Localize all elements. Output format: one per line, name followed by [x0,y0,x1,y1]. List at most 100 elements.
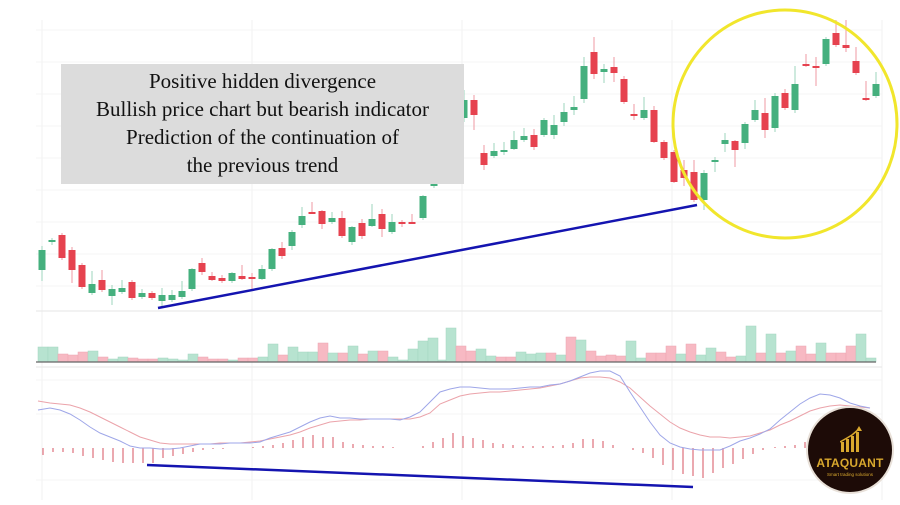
volume-bar [705,347,717,363]
candle [248,273,256,289]
annotation-box: Positive hidden divergence Bullish price… [61,64,464,184]
volume-bar [515,351,527,363]
volume-bar [327,352,339,363]
volume-bar [337,352,349,363]
candle [338,211,346,238]
candle [872,72,880,98]
volume-bar [67,354,79,363]
volume-bar [775,352,787,363]
volume-bar [357,353,369,363]
volume-bar [805,353,817,363]
candle [761,98,769,138]
volume-bar [615,355,627,363]
candle [580,57,588,103]
candle [398,220,406,227]
volume-bar [317,342,329,363]
candle [791,66,799,113]
indicator-trendline [146,463,694,489]
volume-bar [565,336,577,363]
volume-bar [725,356,737,363]
volume-pane [36,325,877,363]
candle [822,37,830,66]
candle [610,57,618,82]
volume-bar [505,356,517,363]
volume-bar [427,337,439,363]
volume-bar [625,340,637,363]
candle [378,209,386,237]
candle [408,214,416,224]
candle [318,210,326,229]
candle [38,246,46,281]
candle [812,57,820,86]
volume-bar [367,350,379,363]
annotation-line-4: the previous trend [186,153,339,177]
candle [771,93,779,132]
volume-bar [575,339,587,363]
candle [832,20,840,47]
candle [540,118,548,137]
volume-bar [825,352,837,363]
volume-bar [387,356,399,363]
candle [500,142,508,155]
volume-bar [117,356,129,363]
volume-bar [475,348,487,363]
candle [368,204,376,227]
logo-name: ATAQUANT [816,456,884,470]
macd-line [37,370,871,451]
candle [690,160,698,202]
candle [802,54,810,67]
candle [842,20,850,52]
volume-bar [715,351,727,363]
candle [128,280,136,300]
volume-bar [685,343,697,363]
volume-bar [845,345,857,363]
volume-bar [377,350,389,363]
candle [570,96,578,115]
volume-bar [535,352,547,363]
overlays [146,8,899,489]
volume-bar [57,353,69,363]
candle [198,258,206,275]
volume-bar [755,352,767,363]
ataquant-logo: ATAQUANT Smart trading solutions [806,406,894,494]
logo-tagline: Smart trading solutions [826,472,874,477]
candle [520,128,528,142]
volume-bar [445,327,457,363]
volume-bar [785,350,797,363]
volume-bar [855,333,867,363]
volume-bar [835,352,847,363]
candle [68,247,76,283]
volume-bar [37,346,49,363]
volume-bar [675,353,687,363]
volume-bar [495,356,507,363]
volume-bar [555,354,567,363]
volume-bar [97,356,109,363]
volume-bar [605,354,617,363]
candle [741,122,749,149]
volume-bar [745,325,757,363]
candle [208,272,216,281]
macd-pane [37,370,871,478]
candle [78,263,86,289]
annotation-line-2: Bullish price chart but bearish indicato… [96,97,429,121]
candle [560,103,568,126]
volume-bar [655,352,667,363]
candle [419,195,427,220]
candle [58,233,66,260]
volume-bar [417,340,429,363]
candle [258,265,266,280]
candle [650,106,658,143]
volume-bar [307,351,319,363]
volume-bar [735,355,747,363]
candle [108,285,116,305]
volume-bar [187,353,199,363]
candle [218,275,226,283]
highlight-circle [671,8,899,240]
volume-bar [585,350,597,363]
candle [490,143,498,158]
candle [118,280,126,294]
volume-bar [645,352,657,363]
volume-bar [545,352,557,363]
candle [530,129,538,150]
